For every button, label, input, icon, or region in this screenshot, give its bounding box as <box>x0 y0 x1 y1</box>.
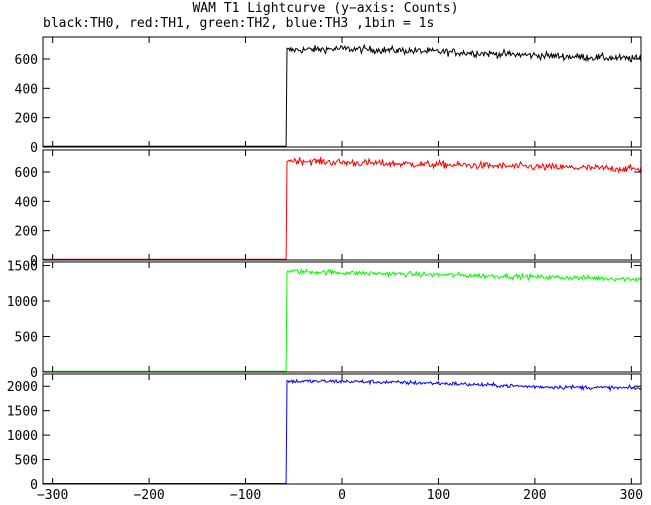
y-tick-label: 1000 <box>7 295 38 310</box>
y-tick-label: 600 <box>15 166 38 181</box>
x-tick-label: −200 <box>133 488 164 503</box>
y-tick-label: 200 <box>15 112 38 127</box>
x-tick-label: 0 <box>338 488 346 503</box>
series-line-th3 <box>43 378 642 484</box>
panel-frame-th2 <box>42 261 642 373</box>
chart-subtitle: black:TH0, red:TH1, green:TH2, blue:TH3 … <box>43 16 435 31</box>
series-line-th2 <box>43 267 642 372</box>
series-line-th0 <box>43 43 642 147</box>
y-tick-label: 0 <box>30 478 38 493</box>
x-tick-label: 200 <box>523 488 546 503</box>
x-tick-label: −300 <box>37 488 68 503</box>
y-tick-label: 200 <box>15 225 38 240</box>
chart-title: WAM T1 Lightcurve (y−axis: Counts) <box>192 1 459 16</box>
y-tick-label: 1500 <box>7 405 38 420</box>
y-tick-label: 1000 <box>7 429 38 444</box>
y-tick-label: 2000 <box>7 380 38 395</box>
y-tick-label: 0 <box>30 141 38 156</box>
x-tick-label: 100 <box>427 488 450 503</box>
y-tick-label: 1500 <box>7 260 38 275</box>
y-tick-label: 500 <box>15 454 38 469</box>
panel-frame-th3 <box>42 373 642 485</box>
x-tick-label: 300 <box>620 488 643 503</box>
y-tick-label: 400 <box>15 195 38 210</box>
y-tick-label: 0 <box>30 366 38 381</box>
x-tick-label: −100 <box>230 488 261 503</box>
y-tick-label: 0 <box>30 254 38 269</box>
y-tick-label: 400 <box>15 82 38 97</box>
y-tick-label: 600 <box>15 53 38 68</box>
y-tick-label: 500 <box>15 331 38 346</box>
series-line-th1 <box>43 156 642 260</box>
